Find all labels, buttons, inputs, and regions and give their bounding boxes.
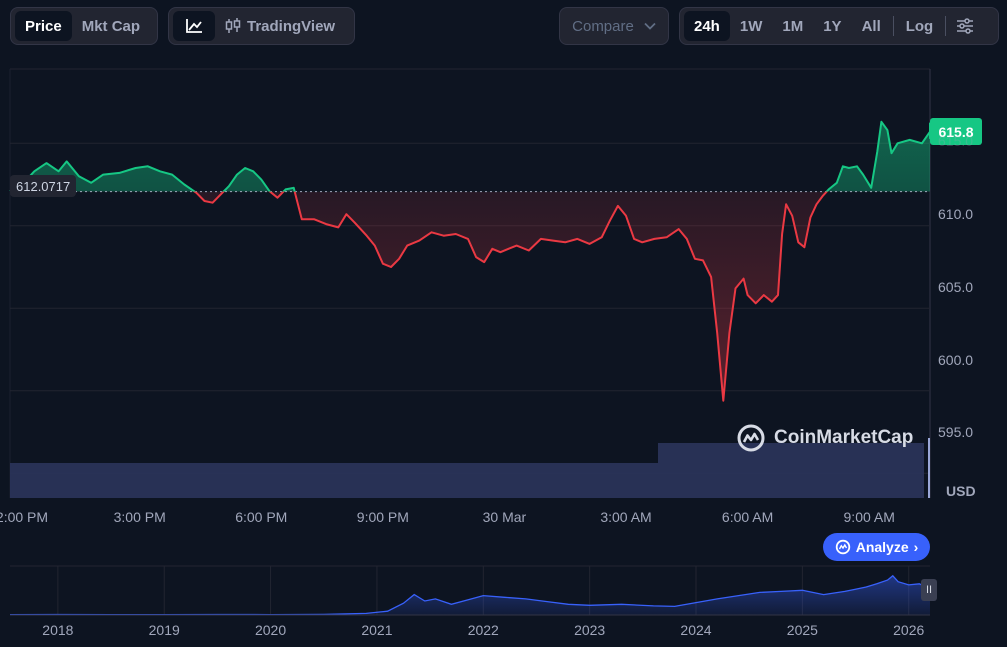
x-tick-label: 12:00 PM <box>0 509 49 525</box>
volume-bar-latest <box>928 438 930 498</box>
year-label: 2018 <box>42 622 74 638</box>
volume-bars <box>10 438 930 498</box>
compare-label: Compare <box>572 17 634 35</box>
x-tick-label: 3:00 AM <box>600 509 652 525</box>
x-tick-label: 3:00 PM <box>113 509 166 525</box>
range-1m-button[interactable]: 1M <box>782 17 804 35</box>
tradingview-button[interactable]: TradingView <box>215 11 345 41</box>
log-scale-button[interactable]: Log <box>905 17 934 35</box>
year-label: 2021 <box>361 622 393 638</box>
year-label: 2024 <box>680 622 712 638</box>
pause-icon: II <box>925 584 933 596</box>
range-1w-button[interactable]: 1W <box>739 17 763 35</box>
volume-bar-low <box>10 463 658 498</box>
analyze-label: Analyze <box>855 539 909 555</box>
analyze-logo-icon <box>835 539 850 555</box>
price-mktcap-toggle: Price Mkt Cap <box>10 7 158 45</box>
year-label: 2022 <box>467 622 499 638</box>
x-tick-label: 6:00 AM <box>721 509 774 525</box>
line-chart-icon <box>186 19 202 33</box>
range-all-button[interactable]: All <box>861 17 881 35</box>
chart-type-toggle: TradingView <box>168 7 355 45</box>
toolbar-divider <box>945 16 947 36</box>
y-tick-label: 600.0 <box>938 352 974 368</box>
price-line-down <box>10 191 829 402</box>
navigator-handle[interactable]: II <box>921 579 937 601</box>
analyze-button[interactable]: Analyze › <box>823 533 930 561</box>
year-label: 2026 <box>893 622 925 638</box>
year-label: 2025 <box>786 622 818 638</box>
price-area-above-baseline <box>10 121 930 192</box>
line-chart-button[interactable] <box>173 11 215 41</box>
baseline-price-label: 612.0717 <box>10 175 77 197</box>
x-tick-label: 9:00 PM <box>356 509 409 525</box>
price-area-up <box>10 121 930 192</box>
year-label: 2020 <box>254 622 287 638</box>
price-line-up <box>9 120 931 192</box>
y-tick-label: 605.0 <box>938 279 974 295</box>
chevron-down-icon <box>644 22 656 30</box>
range-1y-button[interactable]: 1Y <box>823 17 842 35</box>
y-unit-label: USD <box>946 483 976 499</box>
mkt-cap-tab[interactable]: Mkt Cap <box>81 17 141 35</box>
y-tick-label: 610.0 <box>938 206 974 222</box>
x-tick-label: 30 Mar <box>482 509 527 525</box>
navigator-area <box>10 575 930 615</box>
coinmarketcap-logo-icon <box>737 424 765 452</box>
range-24h-button[interactable]: 24h <box>684 11 730 41</box>
y-tick-label: 595.0 <box>938 424 974 440</box>
x-tick-label: 9:00 AM <box>843 509 895 525</box>
volume-bar-high <box>658 443 924 498</box>
price-line-segment-down <box>10 191 829 402</box>
y-tick-label: 615.0 <box>938 133 974 149</box>
chevron-right-icon: › <box>913 539 919 555</box>
toolbar-divider <box>892 16 894 36</box>
current-price-tag: 615.8 <box>930 118 982 145</box>
candlestick-icon <box>225 18 241 33</box>
price-tab[interactable]: Price <box>15 11 72 41</box>
compare-dropdown[interactable]: Compare <box>559 7 669 45</box>
navigator-series <box>9 574 931 616</box>
sliders-icon <box>957 18 974 34</box>
x-tick-label: 6:00 PM <box>235 509 288 525</box>
price-line-segment-up <box>9 120 931 192</box>
coinmarketcap-watermark: CoinMarketCap <box>736 423 913 453</box>
price-area-down <box>10 191 930 401</box>
watermark-text: CoinMarketCap <box>774 427 914 448</box>
price-area-below-baseline <box>10 191 930 401</box>
chart-settings-button[interactable] <box>948 11 982 41</box>
year-label: 2023 <box>574 622 606 638</box>
tradingview-label: TradingView <box>247 17 336 35</box>
year-label: 2019 <box>148 622 180 638</box>
time-range-toggle: 24h 1W 1M 1Y All Log <box>679 7 999 45</box>
navigator-line <box>9 574 931 616</box>
